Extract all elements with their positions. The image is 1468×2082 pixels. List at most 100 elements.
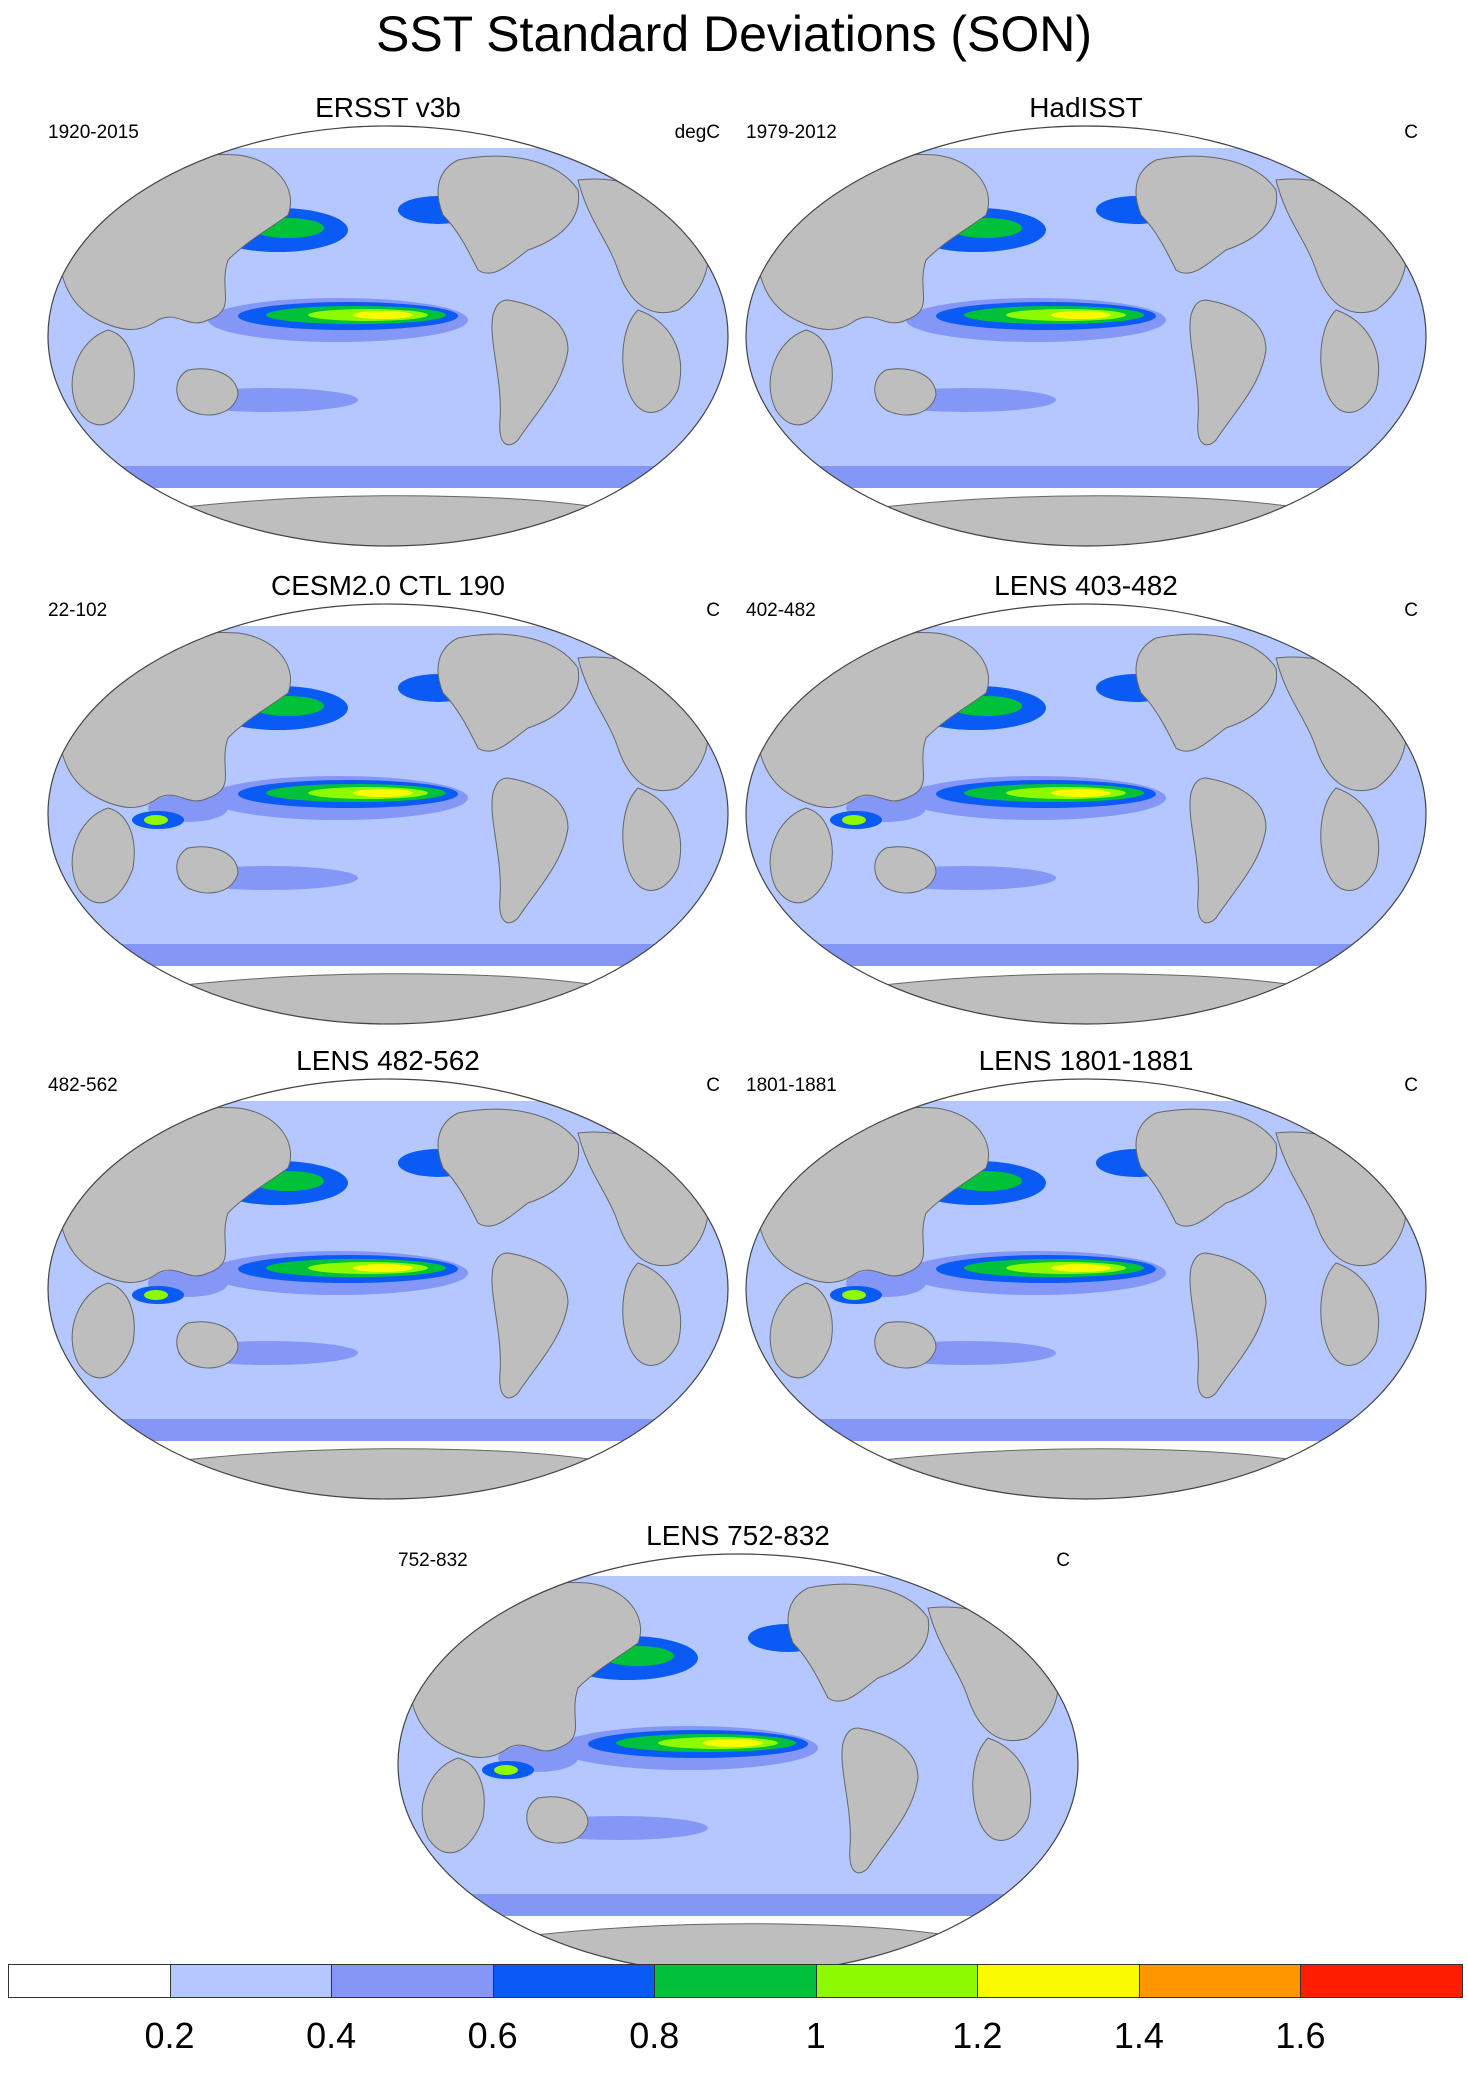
north-america — [1135, 1108, 1278, 1227]
map-panel: CESM2.0 CTL 190 22-102 C — [38, 570, 738, 1040]
antarctica — [97, 973, 679, 1024]
north-america — [1135, 633, 1278, 752]
africa-south — [622, 787, 682, 891]
australia — [176, 846, 239, 894]
world-map — [47, 603, 729, 1025]
arctic-band — [746, 604, 1426, 626]
colorbar-box — [1300, 1964, 1463, 1998]
colorbar-label: 0.8 — [629, 2015, 680, 2056]
colorbar-label: 0.6 — [467, 2015, 518, 2056]
africa — [71, 1282, 135, 1379]
globe-outline — [47, 603, 729, 1025]
panel-period: 1979-2012 — [746, 122, 837, 143]
north-america — [787, 1583, 930, 1702]
panel-units: C — [706, 1075, 720, 1096]
arctic-band — [746, 1079, 1426, 1101]
south-america — [1189, 1252, 1267, 1399]
africa-south — [622, 1262, 682, 1366]
enso-core — [1051, 311, 1111, 319]
colorbar-label: 1.6 — [1275, 2015, 1326, 2056]
colorbar: 0.2 0.4 0.6 0.8 1 1.2 1.4 1.6 — [8, 1964, 1463, 2078]
africa — [769, 329, 833, 426]
colorbar-label: 0.4 — [306, 2015, 357, 2056]
colorbar-box — [8, 1964, 171, 1998]
panel-title: LENS 403-482 — [994, 570, 1178, 601]
africa — [769, 1282, 833, 1379]
colorbar-box — [169, 1964, 333, 1998]
enso-core — [1051, 789, 1111, 797]
arctic-band — [398, 1554, 1078, 1576]
panel-units: C — [706, 600, 720, 621]
arctic-band — [48, 1079, 728, 1101]
globe-outline — [745, 603, 1427, 1025]
panel-title: LENS 752-832 — [646, 1520, 830, 1551]
panel-period: 482-562 — [48, 1075, 118, 1096]
main-title: SST Standard Deviations (SON) — [375, 6, 1093, 62]
antarctica — [795, 495, 1377, 546]
world-map — [47, 1078, 729, 1500]
panel-units: C — [1404, 600, 1418, 621]
panel-period: 1920-2015 — [48, 122, 139, 143]
africa — [421, 1757, 485, 1854]
australia — [874, 846, 937, 894]
panel-units: C — [1056, 1550, 1070, 1571]
panel-period: 402-482 — [746, 600, 816, 621]
panel-units: degC — [674, 122, 720, 143]
africa-south — [1320, 309, 1380, 413]
panel-title: HadISST — [1029, 92, 1143, 123]
map-panel: HadISST 1979-2012 C — [736, 92, 1436, 562]
world-map — [745, 125, 1427, 547]
africa-south — [622, 309, 682, 413]
africa — [71, 329, 135, 426]
enso-core — [353, 789, 413, 797]
world-map — [397, 1553, 1079, 1975]
globe-outline — [745, 1078, 1427, 1500]
enso-core — [703, 1739, 763, 1747]
indian-ocean-core — [144, 815, 168, 825]
panel-period: 22-102 — [48, 600, 108, 621]
north-america — [437, 633, 580, 752]
australia — [176, 368, 239, 416]
enso-core — [353, 1264, 413, 1272]
north-america — [437, 1108, 580, 1227]
panel-title: LENS 482-562 — [296, 1045, 480, 1076]
colorbar-label: 1.2 — [952, 2015, 1003, 2056]
australia — [526, 1796, 589, 1844]
arctic-band — [48, 604, 728, 626]
north-america — [437, 155, 580, 274]
south-america — [841, 1727, 919, 1874]
antarctica — [97, 495, 679, 546]
colorbar-box — [815, 1964, 979, 1998]
world-map — [745, 603, 1427, 1025]
world-map — [745, 1078, 1427, 1500]
indian-ocean-core — [842, 1290, 866, 1300]
map-panel: LENS 1801-1881 1801-1881 C — [736, 1045, 1436, 1515]
arctic-band — [746, 126, 1426, 148]
north-america — [1135, 155, 1278, 274]
panel-title: CESM2.0 CTL 190 — [271, 570, 505, 601]
panel-title: ERSST v3b — [315, 92, 461, 123]
south-america — [491, 777, 569, 924]
map-panel: LENS 752-832 752-832 C — [388, 1520, 1088, 1990]
colorbar-label: 1.4 — [1113, 2015, 1164, 2056]
indian-ocean-core — [842, 815, 866, 825]
africa — [71, 807, 135, 904]
colorbar-box — [1138, 1964, 1302, 1998]
australia — [874, 368, 937, 416]
australia — [176, 1321, 239, 1369]
panel-period: 752-832 — [398, 1550, 468, 1571]
enso-core — [1051, 1264, 1111, 1272]
south-america — [491, 1252, 569, 1399]
africa-south — [1320, 1262, 1380, 1366]
south-america — [491, 299, 569, 446]
map-panel: LENS 403-482 402-482 C — [736, 570, 1436, 1040]
africa-south — [972, 1737, 1032, 1841]
globe-outline — [745, 125, 1427, 547]
arctic-band — [48, 126, 728, 148]
panel-period: 1801-1881 — [746, 1075, 837, 1096]
antarctica — [97, 1448, 679, 1499]
colorbar-box — [492, 1964, 656, 1998]
colorbar-box — [977, 1964, 1140, 1998]
antarctica — [795, 1448, 1377, 1499]
map-panel: ERSST v3b 1920-2015 degC — [38, 92, 738, 562]
